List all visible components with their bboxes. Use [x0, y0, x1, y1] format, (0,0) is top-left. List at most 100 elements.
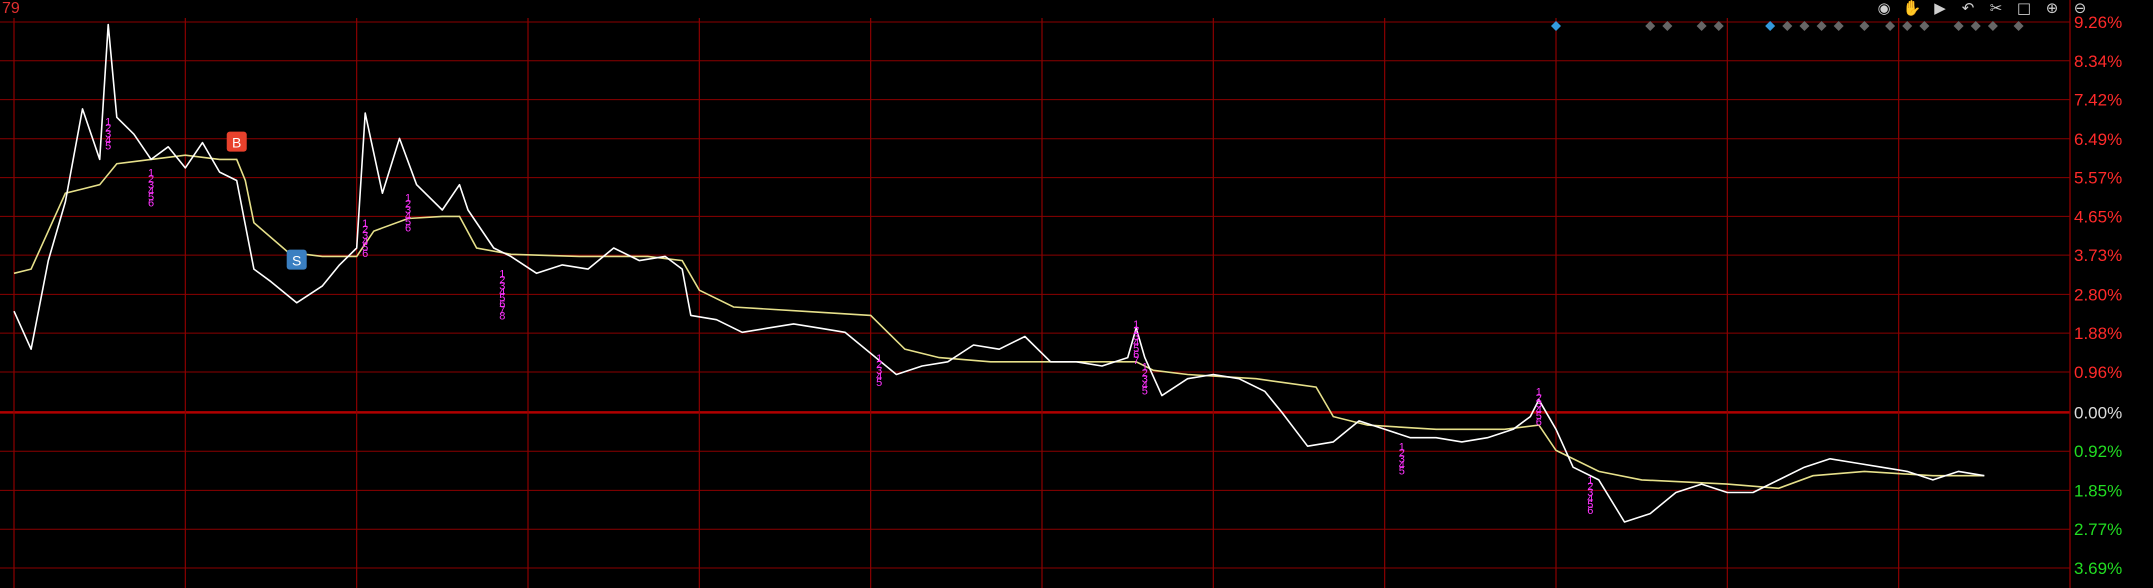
y-tick-label: 4.65% [2074, 207, 2122, 226]
marker-label: 4 [876, 371, 882, 383]
play-icon[interactable]: ▶ [1934, 0, 1946, 17]
marker-label: 7 [499, 305, 505, 317]
marker-label: 1 [405, 193, 411, 205]
marker-label: 6 [148, 197, 154, 209]
marker-label: 5 [105, 141, 111, 153]
blue-diamond [1551, 21, 1561, 31]
marker-label: 3 [1142, 373, 1148, 385]
marker-label: 3 [1587, 487, 1593, 499]
marker-label: 2 [1587, 481, 1593, 493]
marker-label: 1 [1142, 361, 1148, 373]
y-tick-label: 0.92% [2074, 442, 2122, 461]
eye-icon[interactable]: ◉ [1877, 0, 1891, 17]
marker-label: 3 [362, 230, 368, 242]
marker-label: 5 [362, 242, 368, 254]
y-tick-label: 6.49% [2074, 130, 2122, 149]
gray-diamond [1816, 21, 1827, 31]
marker-label: 5 [1536, 411, 1542, 423]
gray-diamond [1696, 21, 1707, 31]
square-icon[interactable]: □ [2016, 0, 2032, 17]
marker-label: 3 [499, 281, 505, 293]
marker-label: 3 [105, 129, 111, 141]
corner-label: 79 [2, 0, 20, 17]
marker-layer: 1234512345612345612345612345678123451234… [105, 117, 1593, 517]
marker-label: 4 [148, 185, 154, 197]
marker-label: 5 [148, 191, 154, 203]
marker-label: 5 [1133, 343, 1139, 355]
marker-label: 5 [1142, 385, 1148, 397]
y-tick-label: 3.73% [2074, 246, 2122, 265]
gray-diamond [1799, 21, 1810, 31]
gray-diamond [2013, 21, 2024, 31]
chart-toolbar: ◉ ✋ ▶ ↶ ✂ □ ⊕ ⊖ [1873, 0, 2091, 16]
marker-label: 1 [1536, 387, 1542, 399]
marker-label: 2 [1142, 367, 1148, 379]
marker-label: 2 [1399, 447, 1405, 459]
price-line-layer [13, 23, 1985, 523]
marker-label: 6 [405, 223, 411, 235]
marker-label: 1 [148, 167, 154, 179]
hand-icon[interactable]: ✋ [1902, 0, 1922, 17]
y-tick-label: 8.34% [2074, 52, 2122, 71]
y-tick-label: 9.26% [2074, 13, 2122, 32]
marker-label: 3 [405, 205, 411, 217]
marker-label: 4 [1142, 379, 1148, 391]
marker-label: 4 [1399, 459, 1405, 471]
marker-label: 1 [499, 269, 505, 281]
y-tick-label: 5.57% [2074, 169, 2122, 188]
trade-label: B [232, 135, 241, 151]
y-tick-label: 1.88% [2074, 324, 2122, 343]
gray-diamond [1885, 21, 1896, 31]
marker-label: 2 [105, 123, 111, 135]
marker-label: 1 [105, 117, 111, 129]
gray-diamond [1833, 21, 1844, 31]
y-tick-label: 0.96% [2074, 363, 2122, 382]
marker-label: 2 [1536, 393, 1542, 405]
scissors-icon[interactable]: ✂ [1989, 0, 2003, 17]
trade-label: S [292, 253, 301, 269]
marker-label: 6 [362, 248, 368, 260]
marker-label: 4 [499, 287, 505, 299]
y-tick-label: 1.85% [2074, 481, 2122, 500]
y-tick-label: 7.42% [2074, 91, 2122, 110]
undo-icon[interactable]: ↶ [1961, 0, 1975, 17]
marker-label: 4 [1536, 405, 1542, 417]
gray-diamond [1919, 21, 1930, 31]
gray-diamond [1645, 21, 1656, 31]
marker-label: 3 [148, 179, 154, 191]
marker-label: 4 [362, 236, 368, 248]
marker-label: 6 [1133, 349, 1139, 361]
marker-label: 2 [148, 173, 154, 185]
zoom-in-icon[interactable]: ⊕ [2045, 0, 2059, 17]
grid-layer [0, 0, 2071, 588]
marker-label: 3 [1399, 453, 1405, 465]
zoom-out-icon[interactable]: ⊖ [2073, 0, 2087, 17]
gray-diamond [1713, 21, 1724, 31]
marker-label: 2 [876, 359, 882, 371]
price-line [13, 23, 1985, 523]
marker-label: 4 [405, 211, 411, 223]
gray-diamond [1953, 21, 1964, 31]
marker-label: 6 [1536, 417, 1542, 429]
y-axis: 9.26% 8.34% 7.42% 6.49% 5.57% 4.65% 3.73% 2.80%… [2074, 13, 2122, 578]
marker-label: 2 [499, 275, 505, 287]
y-tick-label: 2.80% [2074, 285, 2122, 304]
y-tick-label: 3.69% [2074, 559, 2122, 578]
y-tick-label: 2.77% [2074, 520, 2122, 539]
gray-diamond [1970, 21, 1981, 31]
sell-badge [286, 249, 307, 270]
marker-label: 5 [1587, 499, 1593, 511]
average-line [13, 154, 1985, 490]
marker-label: 8 [499, 311, 505, 323]
marker-label: 4 [1133, 337, 1139, 349]
gray-diamond [1662, 21, 1673, 31]
trade-layer: BS [226, 131, 307, 270]
